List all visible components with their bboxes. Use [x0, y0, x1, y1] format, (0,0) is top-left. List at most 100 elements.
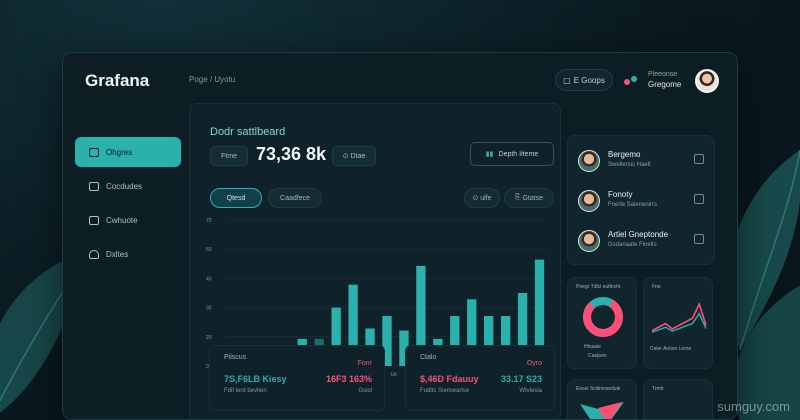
kpi-right-label: Dtae: [350, 152, 366, 160]
tab-caadfece[interactable]: Caadfece: [268, 188, 322, 208]
bar[interactable]: [416, 265, 426, 366]
sidebar-item-cwhuote[interactable]: Cwhuote: [75, 205, 181, 235]
sparkline-series-a: [651, 301, 707, 332]
watermark: sumguy.com: [717, 399, 790, 414]
team-member[interactable]: Artiel Gneptonde Gsdanaate Finelts: [578, 228, 708, 258]
stat-card-ctalo: Ctalo Oyro $,46D Fdauuy 33.17 S23 Fudlts…: [405, 345, 555, 411]
stat-sub-left: Fdif lerd beviten: [224, 388, 267, 394]
folder-icon: [89, 181, 99, 191]
sparkline-card: Fne Celer Antioe Leme: [643, 277, 713, 369]
report-button-label: Depth Iiteme: [498, 150, 539, 158]
tab-qtesd[interactable]: Qtesd: [210, 188, 262, 208]
bar[interactable]: [382, 315, 392, 366]
dashboard-title: Dodr sattlbeard: [210, 126, 286, 138]
team-member-role: Gsdanaate Finelts: [608, 242, 657, 248]
y-tick-label: 70: [206, 218, 212, 224]
kpi-left-pill[interactable]: Ftme: [210, 146, 248, 166]
sidebar-item-cocdudes[interactable]: Cocdudes: [75, 171, 181, 201]
message-icon[interactable]: [694, 234, 704, 244]
bar[interactable]: [450, 315, 460, 366]
sidebar-item-label: Cwhuote: [106, 215, 138, 225]
stat-value-left: $,46D Fdauuy: [420, 374, 479, 384]
team-member-role: Swellersis Haelt: [608, 162, 651, 168]
legend-c: Leme: [678, 346, 692, 352]
brand-logo: Grafana: [85, 71, 150, 90]
bar[interactable]: [534, 259, 545, 366]
stat-tag: Fonr: [357, 360, 372, 367]
stat-sub-left: Fudlts Siemwarlse: [420, 388, 470, 394]
team-panel: Bergemo Swellersis Haelt Fonoty Fnerle S…: [567, 135, 715, 265]
legend-a: Celer: [650, 346, 662, 352]
donut-legend: Hloaaie: [584, 344, 601, 350]
stat-card-pilscus: Pilscus Fonr 7S,F6LB Kiesy 16F3 163% Fdi…: [209, 345, 385, 411]
bell-icon: [89, 249, 99, 259]
message-icon[interactable]: [694, 194, 704, 204]
team-member-name: Artiel Gneptonde: [608, 230, 669, 239]
org-switcher-button[interactable]: ▢ E Goops: [555, 69, 613, 91]
breadcrumb[interactable]: Poge / Uyotu: [189, 75, 236, 84]
export-button[interactable]: ⎘ Gtatse: [504, 188, 554, 208]
y-tick-label: 60: [206, 247, 212, 253]
leaf-decoration-right: [728, 150, 800, 420]
bar[interactable]: [467, 299, 477, 366]
sparkline-chart: [651, 301, 707, 333]
bar[interactable]: [500, 315, 511, 366]
sparkline-series-b: [651, 312, 707, 333]
bar[interactable]: [399, 330, 409, 366]
team-member-role: Fnerle Salenenirrs: [608, 202, 658, 208]
stat-value-right: 16F3 163%: [325, 374, 372, 384]
legend-b: Antioe: [663, 346, 678, 352]
sidebar-item-dxltes[interactable]: Dxltes: [75, 239, 181, 269]
user-avatar[interactable]: [695, 69, 719, 93]
avatar: [578, 150, 600, 172]
stat-label: Ctalo: [420, 354, 437, 361]
stat-sub-right: Gsiol: [358, 388, 372, 394]
export-button-label: Gtatse: [522, 194, 544, 202]
team-member-name: Fonoty: [608, 190, 633, 199]
x-tick-label: Uk: [391, 372, 398, 378]
bar[interactable]: [331, 307, 341, 366]
org-switcher-label: E Goops: [573, 75, 605, 85]
calendar-icon: ⊙: [342, 153, 351, 160]
mail-icon: [89, 215, 99, 225]
bar[interactable]: [484, 315, 494, 366]
grid-icon: ▢: [563, 75, 571, 85]
filter-button[interactable]: ⊙ ulfe: [464, 188, 500, 208]
bar[interactable]: [348, 284, 358, 366]
message-icon: [89, 147, 99, 157]
sparkline-legend: Celer Antioe Leme: [650, 346, 691, 352]
y-tick-label: 30: [206, 306, 212, 312]
team-member[interactable]: Fonoty Fnerle Salenenirrs: [578, 188, 708, 218]
card-title: Trmh: [652, 386, 664, 392]
filter-button-label: ulfe: [480, 194, 492, 202]
y-tick-label: 40: [206, 276, 212, 282]
bar[interactable]: [517, 293, 528, 366]
bottom-left-card: Eesel Srdtmssedule: [567, 379, 637, 419]
y-tick-label: 20: [206, 335, 212, 341]
team-member[interactable]: Bergemo Swellersis Haelt: [578, 148, 708, 178]
message-icon[interactable]: [694, 154, 704, 164]
bottom-right-card: Trmh: [643, 379, 713, 419]
dashboard-window: Grafana Poge / Uyotu ▢ E Goops Pleeonse …: [62, 52, 738, 420]
avatar: [578, 230, 600, 252]
team-member-name: Bergemo: [608, 150, 641, 159]
stat-value-right: 33.17 S23: [500, 374, 542, 384]
mini-area-chart: [580, 402, 624, 419]
export-icon: ⎘: [514, 194, 523, 201]
stat-value-left: 7S,F6LB Kiesy: [224, 374, 287, 384]
card-title: Eesel Srdtmssedule: [576, 386, 621, 392]
sidebar: Ohgres Cocdudes Cwhuote Dxltes: [75, 137, 181, 273]
sidebar-item-ohgres[interactable]: Ohgres: [75, 137, 181, 167]
stat-label: Pilscus: [224, 354, 247, 361]
top-bar: Grafana Poge / Uyotu ▢ E Goops Pleeonse …: [63, 53, 737, 105]
sidebar-item-label: Dxltes: [106, 249, 129, 259]
user-name: Gregome: [648, 80, 682, 89]
kpi-right-pill[interactable]: ⊙ Dtae: [332, 146, 376, 166]
donut-chart: [583, 297, 623, 337]
user-meta: Pleeonse Gregome: [648, 70, 681, 90]
chart-icon: ▮▮: [485, 151, 494, 158]
donut-sub: Caejeen: [588, 353, 607, 359]
sidebar-item-label: Ohgres: [106, 147, 133, 157]
report-button[interactable]: ▮▮ Depth Iiteme: [470, 142, 554, 166]
sparkline-card-title: Fne: [652, 284, 661, 290]
